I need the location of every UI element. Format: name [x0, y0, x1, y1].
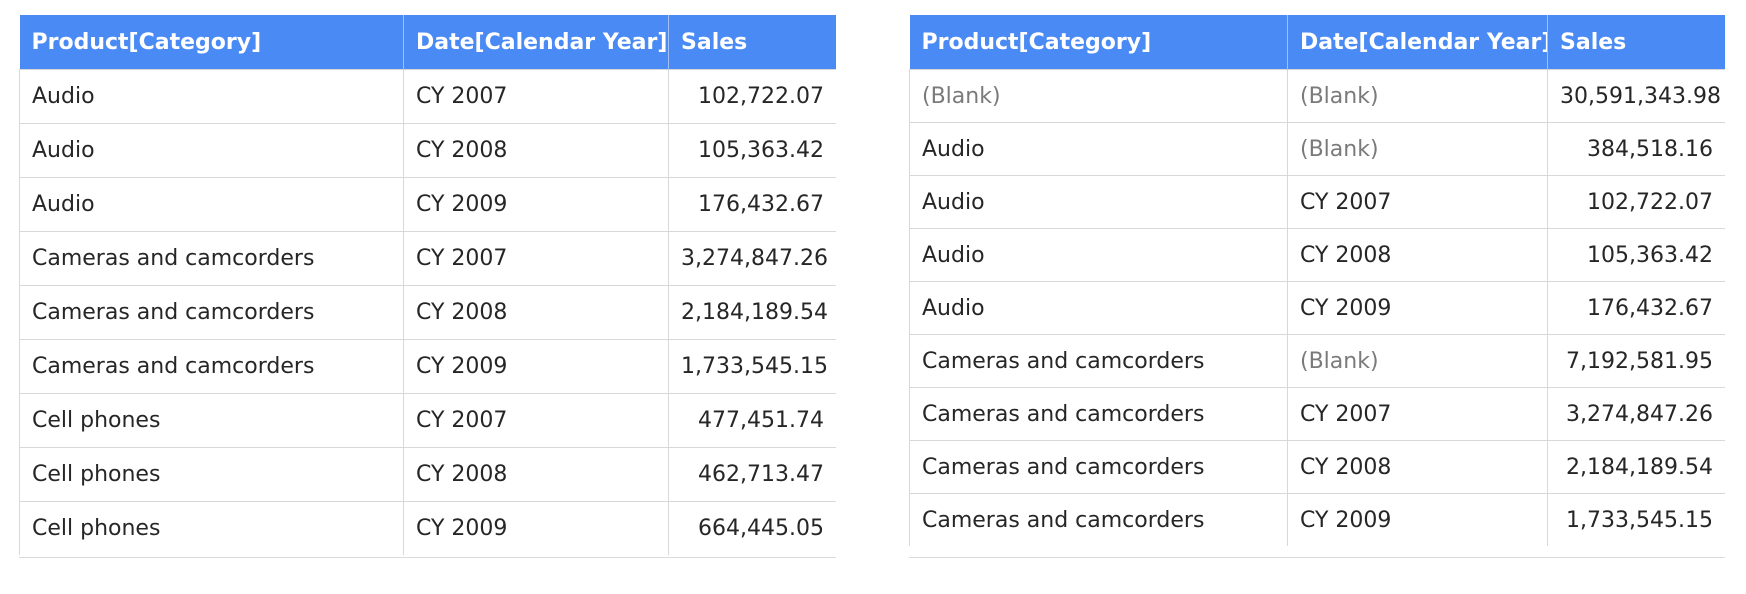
table-row: Audio (Blank) 384,518.16: [909, 122, 1725, 176]
cell-sales: 102,722.07: [1547, 175, 1725, 229]
table-row: Audio CY 2007 102,722.07: [909, 175, 1725, 229]
table-row: Audio CY 2008 105,363.42: [19, 123, 836, 178]
table-row: Audio CY 2009 176,432.67: [909, 281, 1725, 335]
cell-sales: 30,591,343.98: [1547, 69, 1725, 123]
cell-product-category: Cameras and camcorders: [909, 493, 1288, 546]
cell-product-category: Cell phones: [19, 393, 404, 448]
cell-product-category: Cameras and camcorders: [909, 334, 1288, 388]
cell-product-category: Audio: [909, 228, 1288, 282]
cell-calendar-year: (Blank): [1287, 69, 1548, 123]
table-row: Cameras and camcorders CY 2008 2,184,189.5…: [19, 285, 836, 340]
column-header-calendar-year[interactable]: Date[Calendar Year]: [1287, 15, 1548, 70]
cell-calendar-year: (Blank): [1287, 122, 1548, 176]
cell-product-category: Cameras and camcorders: [19, 339, 404, 394]
left-data-table: Product[Category] Date[Calendar Year] Sa…: [19, 15, 836, 555]
cell-sales: 3,274,847.26: [668, 231, 836, 286]
cell-calendar-year: CY 2008: [403, 285, 669, 340]
cell-calendar-year: CY 2008: [1287, 228, 1548, 282]
right-table-body: (Blank) (Blank) 30,591,343.98 Audio (Blank) 3…: [909, 69, 1725, 546]
cell-calendar-year: CY 2008: [403, 123, 669, 178]
cell-product-category: Audio: [909, 281, 1288, 335]
column-header-product-category[interactable]: Product[Category]: [19, 15, 404, 70]
cell-calendar-year: CY 2007: [403, 69, 669, 124]
column-header-sales[interactable]: Sales: [668, 15, 836, 70]
cell-sales: 2,184,189.54: [668, 285, 836, 340]
cell-calendar-year: CY 2007: [403, 231, 669, 286]
cell-calendar-year: (Blank): [1287, 334, 1548, 388]
cell-sales: 3,274,847.26: [1547, 387, 1725, 441]
column-header-sales[interactable]: Sales: [1547, 15, 1725, 70]
cell-calendar-year: CY 2007: [1287, 175, 1548, 229]
cell-sales: 462,713.47: [668, 447, 836, 502]
cell-calendar-year: CY 2009: [403, 339, 669, 394]
cell-sales: 477,451.74: [668, 393, 836, 448]
cell-product-category: Cameras and camcorders: [909, 440, 1288, 494]
cell-sales: 176,432.67: [1547, 281, 1725, 335]
table-row: Audio CY 2009 176,432.67: [19, 177, 836, 232]
table-row: (Blank) (Blank) 30,591,343.98: [909, 69, 1725, 123]
table-row: Audio CY 2008 105,363.42: [909, 228, 1725, 282]
right-table: Product[Category] Date[Calendar Year] Sa…: [909, 15, 1725, 558]
column-header-calendar-year[interactable]: Date[Calendar Year]: [403, 15, 669, 70]
cell-product-category: Cameras and camcorders: [19, 231, 404, 286]
cell-sales: 102,722.07: [668, 69, 836, 124]
table-row: Cameras and camcorders (Blank) 7,192,581.9…: [909, 334, 1725, 388]
cell-product-category: Cameras and camcorders: [19, 285, 404, 340]
cell-product-category: Cell phones: [19, 447, 404, 502]
cell-sales: 7,192,581.95: [1547, 334, 1725, 388]
cell-product-category: Audio: [909, 122, 1288, 176]
cell-product-category: Cameras and camcorders: [909, 387, 1288, 441]
cell-product-category: Audio: [909, 175, 1288, 229]
table-row: Cameras and camcorders CY 2007 3,274,847.2…: [909, 387, 1725, 441]
cell-calendar-year: CY 2009: [1287, 493, 1548, 546]
table-row: Cell phones CY 2008 462,713.47: [19, 447, 836, 502]
column-header-product-category[interactable]: Product[Category]: [909, 15, 1288, 70]
cell-calendar-year: CY 2009: [403, 501, 669, 555]
left-table-body: Audio CY 2007 102,722.07 Audio CY 2008 105,36…: [19, 69, 836, 555]
cell-sales: 1,733,545.15: [668, 339, 836, 394]
cell-calendar-year: CY 2007: [1287, 387, 1548, 441]
cell-calendar-year: CY 2009: [403, 177, 669, 232]
cell-sales: 664,445.05: [668, 501, 836, 555]
table-row: Cameras and camcorders CY 2009 1,733,545.1…: [909, 493, 1725, 546]
table-row: Cameras and camcorders CY 2007 3,274,847.2…: [19, 231, 836, 286]
cell-calendar-year: CY 2008: [1287, 440, 1548, 494]
cell-product-category: Cell phones: [19, 501, 404, 555]
header-row: Product[Category] Date[Calendar Year] Sa…: [19, 15, 836, 70]
table-row: Audio CY 2007 102,722.07: [19, 69, 836, 124]
cell-product-category: (Blank): [909, 69, 1288, 123]
cell-product-category: Audio: [19, 123, 404, 178]
cell-sales: 2,184,189.54: [1547, 440, 1725, 494]
table-row: Cameras and camcorders CY 2009 1,733,545.1…: [19, 339, 836, 394]
cell-product-category: Audio: [19, 177, 404, 232]
cell-calendar-year: CY 2007: [403, 393, 669, 448]
table-row: Cameras and camcorders CY 2008 2,184,189.5…: [909, 440, 1725, 494]
left-table: Product[Category] Date[Calendar Year] Sa…: [19, 15, 836, 558]
right-data-table: Product[Category] Date[Calendar Year] Sa…: [909, 15, 1725, 546]
cell-sales: 384,518.16: [1547, 122, 1725, 176]
table-row: Cell phones CY 2007 477,451.74: [19, 393, 836, 448]
cell-product-category: Audio: [19, 69, 404, 124]
table-row: Cell phones CY 2009 664,445.05: [19, 501, 836, 555]
cell-calendar-year: CY 2009: [1287, 281, 1548, 335]
cell-sales: 1,733,545.15: [1547, 493, 1725, 546]
cell-calendar-year: CY 2008: [403, 447, 669, 502]
cell-sales: 176,432.67: [668, 177, 836, 232]
cell-sales: 105,363.42: [668, 123, 836, 178]
header-row: Product[Category] Date[Calendar Year] Sa…: [909, 15, 1725, 70]
cell-sales: 105,363.42: [1547, 228, 1725, 282]
